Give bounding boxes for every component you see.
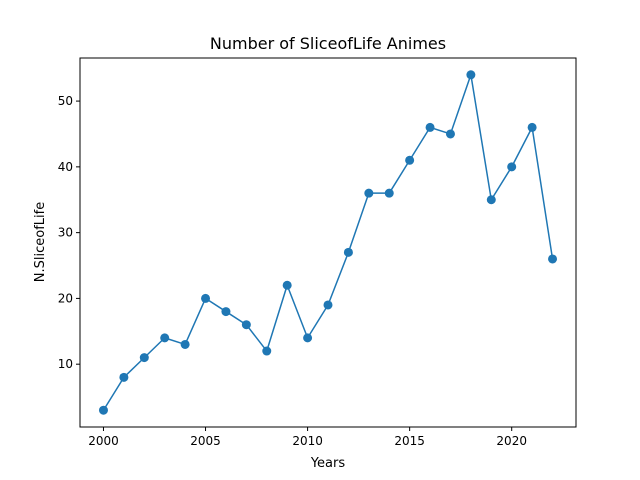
data-point <box>262 346 272 356</box>
y-tick-label: 50 <box>58 94 73 108</box>
y-tick-label: 10 <box>58 357 73 371</box>
y-axis-label: N.SliceofLife <box>33 202 48 282</box>
data-point <box>425 122 435 132</box>
data-point <box>527 122 537 132</box>
x-axis-label: Years <box>310 456 346 471</box>
data-point <box>303 333 313 343</box>
data-point <box>445 129 455 139</box>
y-tick-label: 20 <box>58 291 73 305</box>
data-point <box>364 188 374 198</box>
data-point <box>98 405 108 415</box>
x-tick-label: 2005 <box>190 434 221 448</box>
y-tick-label: 40 <box>58 160 73 174</box>
y-tick-label: 30 <box>58 226 73 240</box>
data-point <box>282 280 292 290</box>
data-point <box>486 195 496 205</box>
x-tick-label: 2015 <box>394 434 425 448</box>
plot-frame <box>79 57 577 428</box>
plot-area: 2000 2005 2010 2015 2020 10 20 30 40 50 <box>58 70 558 448</box>
data-point <box>160 333 170 343</box>
data-point <box>343 247 353 257</box>
data-point <box>323 300 333 310</box>
data-point <box>405 155 415 165</box>
data-point <box>119 372 129 382</box>
data-point <box>548 254 558 264</box>
x-tick-label: 2020 <box>496 434 527 448</box>
data-point <box>180 339 190 349</box>
data-point <box>201 293 211 303</box>
data-point <box>384 188 394 198</box>
data-point <box>241 320 251 330</box>
data-point <box>139 353 149 363</box>
data-point <box>221 307 231 317</box>
data-point <box>507 162 517 172</box>
x-tick-label: 2010 <box>292 434 323 448</box>
x-tick-label: 2000 <box>88 434 119 448</box>
data-point <box>466 70 476 80</box>
chart-title: Number of SliceofLife Animes <box>210 34 446 53</box>
